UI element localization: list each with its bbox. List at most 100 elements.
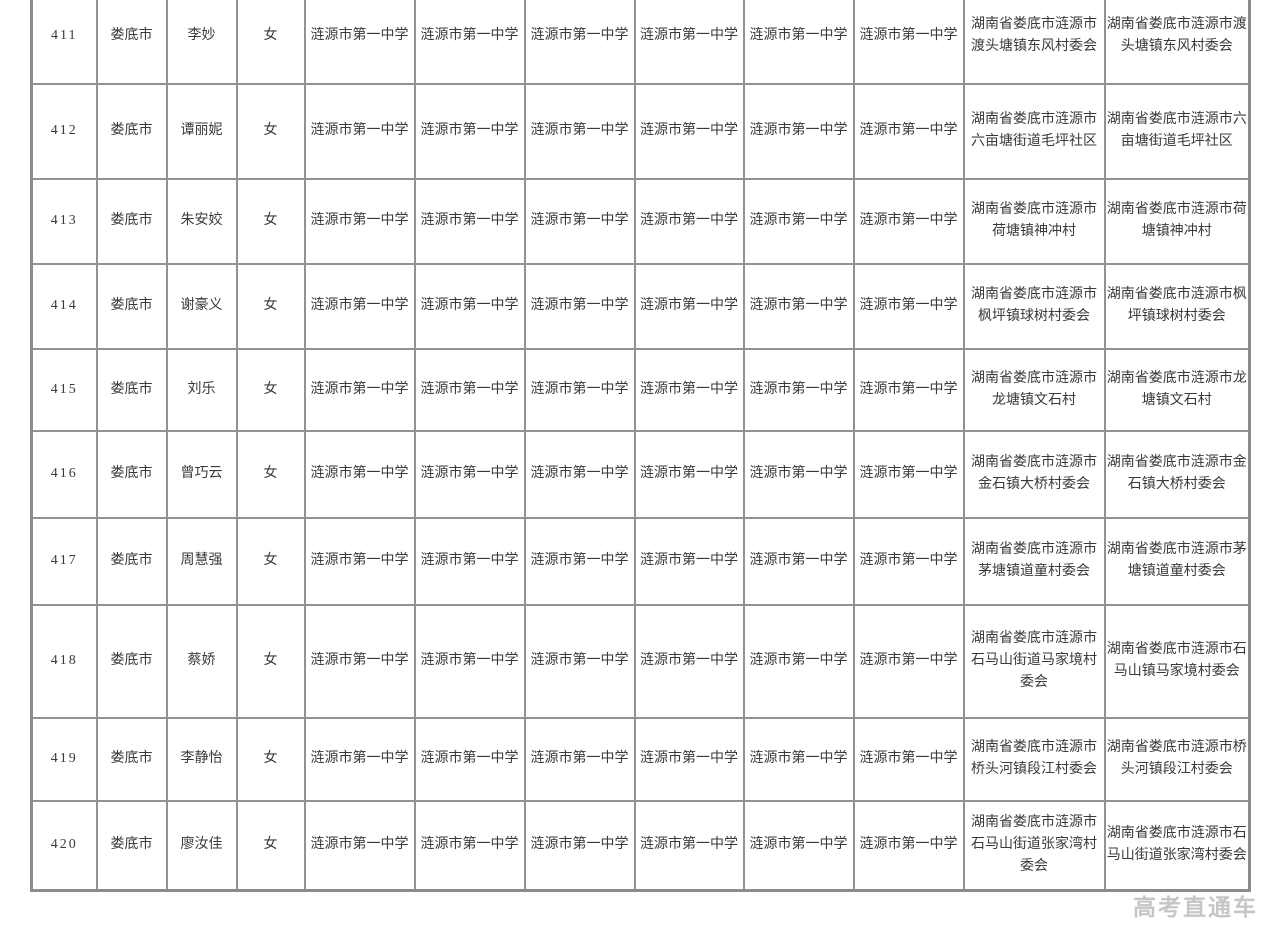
school-cell: 涟源市第一中学 xyxy=(303,516,416,606)
seq-cell: 415 xyxy=(30,347,98,432)
school-cell: 涟源市第一中学 xyxy=(633,516,745,606)
school-cell: 涟源市第一中学 xyxy=(742,429,855,519)
name-cell: 谭丽妮 xyxy=(165,82,238,180)
school-cell: 涟源市第一中学 xyxy=(413,82,526,180)
address-cell-2: 湖南省娄底市涟源市石马山镇马家境村委会 xyxy=(1103,603,1251,719)
name-cell: 谢豪义 xyxy=(165,262,238,350)
table-row: 418 娄底市 蔡娇女涟源市第一中学 涟源市第一中学 涟源市第一中学 涟源市第一中学 涟源市… xyxy=(30,603,1251,719)
watermark: 高考直通车 xyxy=(1133,894,1258,920)
school-cell: 涟源市第一中学 xyxy=(742,799,855,892)
address-cell-2: 湖南省娄底市涟源市龙塘镇文石村 xyxy=(1103,347,1251,432)
address-cell-1: 湖南省娄底市涟源市六亩塘街道毛坪社区 xyxy=(962,82,1106,180)
gender-cell: 女 xyxy=(235,429,306,519)
name-cell: 蔡娇 xyxy=(165,603,238,719)
address-cell-2: 湖南省娄底市涟源市枫坪镇球树村委会 xyxy=(1103,262,1251,350)
school-cell: 涟源市第一中学 xyxy=(852,347,965,432)
gender-cell: 女 xyxy=(235,347,306,432)
school-cell: 涟源市第一中学 xyxy=(413,262,526,350)
school-cell: 涟源市第一中学 xyxy=(852,82,965,180)
school-cell: 涟源市第一中学 xyxy=(742,603,855,719)
school-cell: 涟源市第一中学 xyxy=(742,716,855,802)
city-cell: 娄底市 xyxy=(95,0,168,85)
city-cell: 娄底市 xyxy=(95,516,168,606)
table-row: 414 娄底市 谢豪义女涟源市第一中学 涟源市第一中学 涟源市第一中学 涟源市第一中学 涟源… xyxy=(30,262,1251,350)
city-cell: 娄底市 xyxy=(95,799,168,892)
address-cell-1: 湖南省娄底市涟源市渡头塘镇东风村委会 xyxy=(962,0,1106,85)
gender-cell: 女 xyxy=(235,82,306,180)
school-cell: 涟源市第一中学 xyxy=(523,799,636,892)
table-row: 416 娄底市 曾巧云女涟源市第一中学 涟源市第一中学 涟源市第一中学 涟源市第一中学 涟源… xyxy=(30,429,1251,519)
address-cell-1: 湖南省娄底市涟源市枫坪镇球树村委会 xyxy=(962,262,1106,350)
school-cell: 涟源市第一中学 xyxy=(852,429,965,519)
school-cell: 涟源市第一中学 xyxy=(303,429,416,519)
table-row: 412 娄底市 谭丽妮女涟源市第一中学 涟源市第一中学 涟源市第一中学 涟源市第一中学 涟源… xyxy=(30,82,1251,180)
address-cell-1: 湖南省娄底市涟源市龙塘镇文石村 xyxy=(962,347,1106,432)
school-cell: 涟源市第一中学 xyxy=(303,716,416,802)
school-cell: 涟源市第一中学 xyxy=(633,177,745,265)
gender-cell: 女 xyxy=(235,516,306,606)
school-cell: 涟源市第一中学 xyxy=(413,799,526,892)
school-cell: 涟源市第一中学 xyxy=(413,516,526,606)
address-cell-2: 湖南省娄底市涟源市荷塘镇神冲村 xyxy=(1103,177,1251,265)
address-cell-2: 湖南省娄底市涟源市六亩塘街道毛坪社区 xyxy=(1103,82,1251,180)
table-row: 413 娄底市 朱安姣女涟源市第一中学 涟源市第一中学 涟源市第一中学 涟源市第一中学 涟源… xyxy=(30,177,1251,265)
city-cell: 娄底市 xyxy=(95,347,168,432)
gender-cell: 女 xyxy=(235,177,306,265)
city-cell: 娄底市 xyxy=(95,603,168,719)
address-cell-1: 湖南省娄底市涟源市石马山街道马家境村委会 xyxy=(962,603,1106,719)
table-row: 420 娄底市 廖汝佳女涟源市第一中学 涟源市第一中学 涟源市第一中学 涟源市第一中学 涟源… xyxy=(30,799,1251,892)
name-cell: 周慧强 xyxy=(165,516,238,606)
name-cell: 廖汝佳 xyxy=(165,799,238,892)
school-cell: 涟源市第一中学 xyxy=(413,429,526,519)
school-cell: 涟源市第一中学 xyxy=(523,716,636,802)
school-cell: 涟源市第一中学 xyxy=(852,177,965,265)
school-cell: 涟源市第一中学 xyxy=(742,347,855,432)
address-cell-2: 湖南省娄底市涟源市渡头塘镇东风村委会 xyxy=(1103,0,1251,85)
school-cell: 涟源市第一中学 xyxy=(303,82,416,180)
school-cell: 涟源市第一中学 xyxy=(523,177,636,265)
address-cell-1: 湖南省娄底市涟源市桥头河镇段江村委会 xyxy=(962,716,1106,802)
seq-cell: 416 xyxy=(30,429,98,519)
school-cell: 涟源市第一中学 xyxy=(852,716,965,802)
table-row: 415 娄底市 刘乐女涟源市第一中学 涟源市第一中学 涟源市第一中学 涟源市第一中学 涟源市… xyxy=(30,347,1251,432)
school-cell: 涟源市第一中学 xyxy=(303,347,416,432)
seq-cell: 412 xyxy=(30,82,98,180)
school-cell: 涟源市第一中学 xyxy=(413,347,526,432)
school-cell: 涟源市第一中学 xyxy=(852,799,965,892)
seq-cell: 411 xyxy=(30,0,98,85)
school-cell: 涟源市第一中学 xyxy=(633,799,745,892)
address-cell-1: 湖南省娄底市涟源市荷塘镇神冲村 xyxy=(962,177,1106,265)
address-cell-1: 湖南省娄底市涟源市石马山街道张家湾村委会 xyxy=(962,799,1106,892)
student-table-wrap: 411 娄底市 李妙女涟源市第一中学 涟源市第一中学 涟源市第一中学 涟源市第一中学 涟源市… xyxy=(30,0,1251,892)
table-row: 411 娄底市 李妙女涟源市第一中学 涟源市第一中学 涟源市第一中学 涟源市第一中学 涟源市… xyxy=(30,0,1251,85)
table-row: 417 娄底市 周慧强女涟源市第一中学 涟源市第一中学 涟源市第一中学 涟源市第一中学 涟源… xyxy=(30,516,1251,606)
name-cell: 曾巧云 xyxy=(165,429,238,519)
seq-cell: 413 xyxy=(30,177,98,265)
school-cell: 涟源市第一中学 xyxy=(413,0,526,85)
school-cell: 涟源市第一中学 xyxy=(633,429,745,519)
school-cell: 涟源市第一中学 xyxy=(852,603,965,719)
seq-cell: 418 xyxy=(30,603,98,719)
gender-cell: 女 xyxy=(235,262,306,350)
address-cell-1: 湖南省娄底市涟源市茅塘镇道童村委会 xyxy=(962,516,1106,606)
school-cell: 涟源市第一中学 xyxy=(633,347,745,432)
school-cell: 涟源市第一中学 xyxy=(633,82,745,180)
school-cell: 涟源市第一中学 xyxy=(413,716,526,802)
city-cell: 娄底市 xyxy=(95,177,168,265)
school-cell: 涟源市第一中学 xyxy=(523,603,636,719)
school-cell: 涟源市第一中学 xyxy=(413,177,526,265)
school-cell: 涟源市第一中学 xyxy=(633,603,745,719)
school-cell: 涟源市第一中学 xyxy=(523,82,636,180)
school-cell: 涟源市第一中学 xyxy=(523,347,636,432)
school-cell: 涟源市第一中学 xyxy=(303,0,416,85)
school-cell: 涟源市第一中学 xyxy=(742,516,855,606)
name-cell: 李妙 xyxy=(165,0,238,85)
seq-cell: 417 xyxy=(30,516,98,606)
city-cell: 娄底市 xyxy=(95,429,168,519)
name-cell: 李静怡 xyxy=(165,716,238,802)
gender-cell: 女 xyxy=(235,0,306,85)
school-cell: 涟源市第一中学 xyxy=(742,177,855,265)
name-cell: 朱安姣 xyxy=(165,177,238,265)
gender-cell: 女 xyxy=(235,799,306,892)
